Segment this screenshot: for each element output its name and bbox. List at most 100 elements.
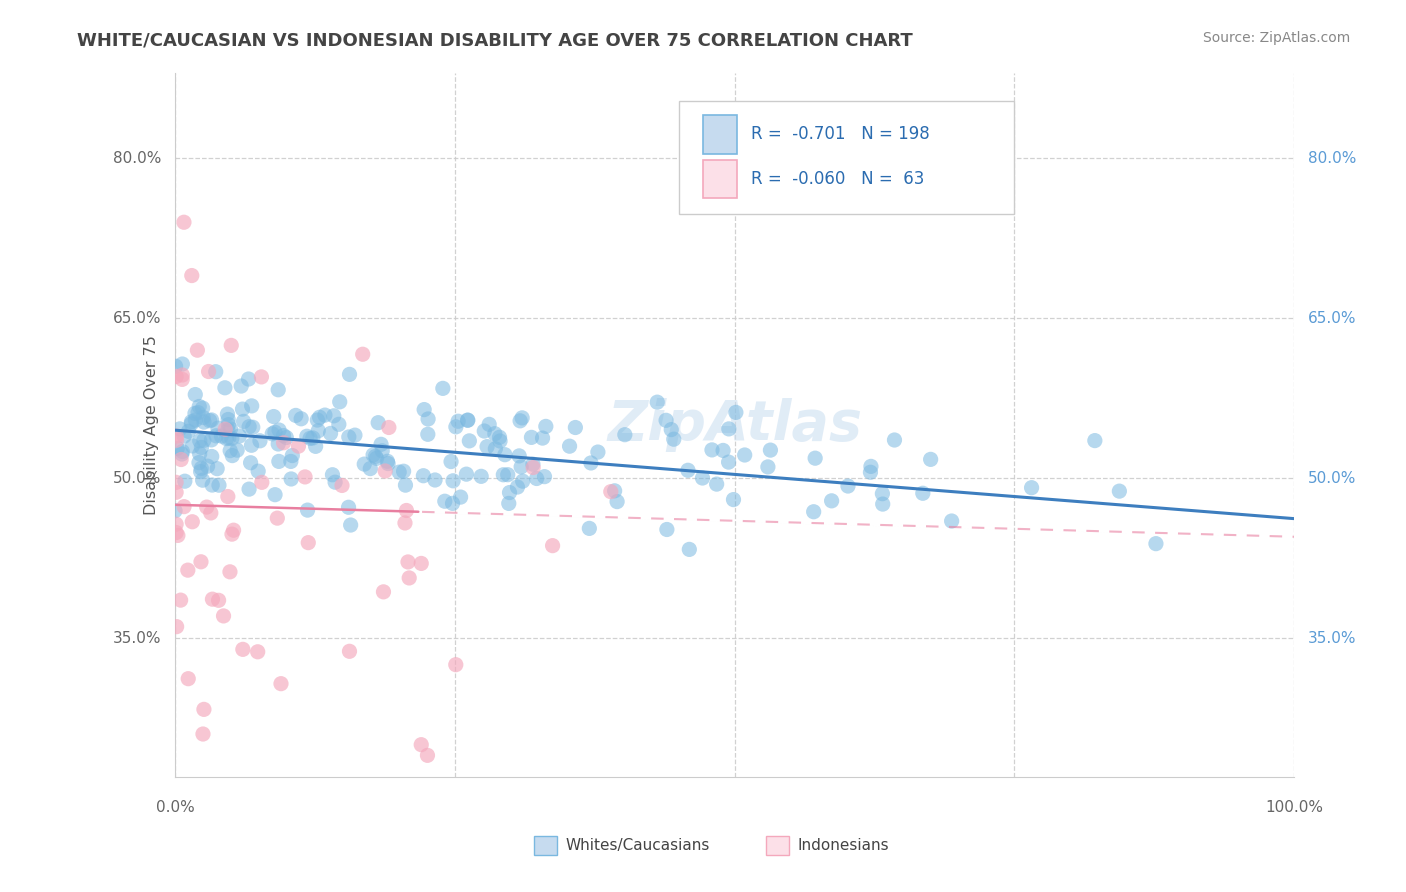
Point: [398, 571, 420, 585]
Point: [717, 422, 740, 436]
Point: [432, 381, 454, 395]
Point: [330, 478, 353, 492]
Point: [411, 738, 433, 752]
Point: [444, 420, 467, 434]
Point: [456, 467, 478, 482]
Point: [280, 454, 302, 468]
Point: [522, 457, 544, 471]
Point: [353, 457, 375, 471]
Point: [187, 406, 209, 420]
Point: [167, 528, 190, 542]
Point: [214, 422, 236, 436]
Point: [343, 428, 366, 442]
Point: [676, 463, 699, 477]
Text: 35.0%: 35.0%: [1308, 631, 1357, 646]
Point: [416, 748, 439, 763]
Point: [423, 473, 446, 487]
Point: [190, 441, 212, 455]
Point: [723, 492, 745, 507]
Point: [209, 429, 232, 443]
Point: [706, 477, 728, 491]
Text: ZipAtlas: ZipAtlas: [607, 398, 862, 452]
Point: [180, 415, 202, 429]
Point: [307, 424, 329, 438]
Point: [295, 429, 318, 443]
Point: [492, 467, 515, 482]
Point: [941, 514, 963, 528]
Point: [498, 496, 520, 510]
Point: [659, 423, 682, 437]
Point: [433, 494, 456, 508]
Text: 50.0%: 50.0%: [1308, 471, 1355, 485]
Point: [169, 422, 191, 436]
Point: [191, 473, 214, 487]
Point: [498, 485, 520, 500]
Point: [266, 511, 288, 525]
Point: [287, 439, 309, 453]
Point: [231, 379, 253, 393]
Point: [221, 432, 243, 446]
Point: [374, 464, 396, 478]
Point: [207, 593, 229, 607]
Point: [219, 443, 242, 458]
Point: [299, 431, 322, 445]
Point: [1144, 536, 1167, 550]
Point: [411, 557, 433, 571]
Point: [489, 434, 512, 448]
Point: [564, 420, 586, 434]
Point: [186, 343, 208, 358]
Point: [494, 448, 516, 462]
Point: [307, 413, 329, 427]
Point: [440, 454, 463, 468]
Text: Source: ZipAtlas.com: Source: ZipAtlas.com: [1202, 31, 1350, 45]
Point: [177, 563, 200, 577]
Point: [273, 428, 295, 442]
Point: [700, 442, 723, 457]
Point: [534, 419, 557, 434]
Point: [165, 475, 187, 490]
Point: [510, 410, 533, 425]
Point: [188, 400, 211, 414]
Point: [859, 459, 882, 474]
Point: [396, 555, 419, 569]
Point: [488, 430, 510, 444]
Point: [191, 727, 214, 741]
Point: [264, 488, 287, 502]
Point: [297, 503, 319, 517]
Point: [267, 437, 290, 451]
Point: [367, 416, 389, 430]
Point: [373, 585, 395, 599]
Point: [613, 427, 636, 442]
Point: [181, 515, 204, 529]
Point: [352, 347, 374, 361]
Point: [197, 364, 219, 378]
Point: [166, 620, 188, 634]
Point: [165, 517, 187, 532]
Point: [263, 409, 285, 424]
Point: [215, 432, 238, 446]
Point: [184, 413, 207, 427]
Point: [190, 465, 212, 479]
Point: [803, 505, 825, 519]
Point: [228, 429, 250, 443]
Point: [184, 387, 207, 401]
Point: [165, 429, 187, 443]
Point: [190, 555, 212, 569]
Point: [1084, 434, 1107, 448]
Point: [217, 423, 239, 437]
Point: [184, 406, 207, 420]
Point: [394, 478, 416, 492]
Point: [302, 431, 325, 445]
Point: [170, 452, 193, 467]
Point: [191, 401, 214, 415]
Point: [188, 456, 211, 470]
Text: 35.0%: 35.0%: [112, 631, 162, 646]
Point: [193, 702, 215, 716]
Point: [172, 444, 194, 458]
Point: [413, 402, 436, 417]
Point: [238, 482, 260, 496]
Point: [457, 413, 479, 427]
Point: [470, 469, 492, 483]
Point: [172, 368, 194, 382]
Point: [238, 419, 260, 434]
